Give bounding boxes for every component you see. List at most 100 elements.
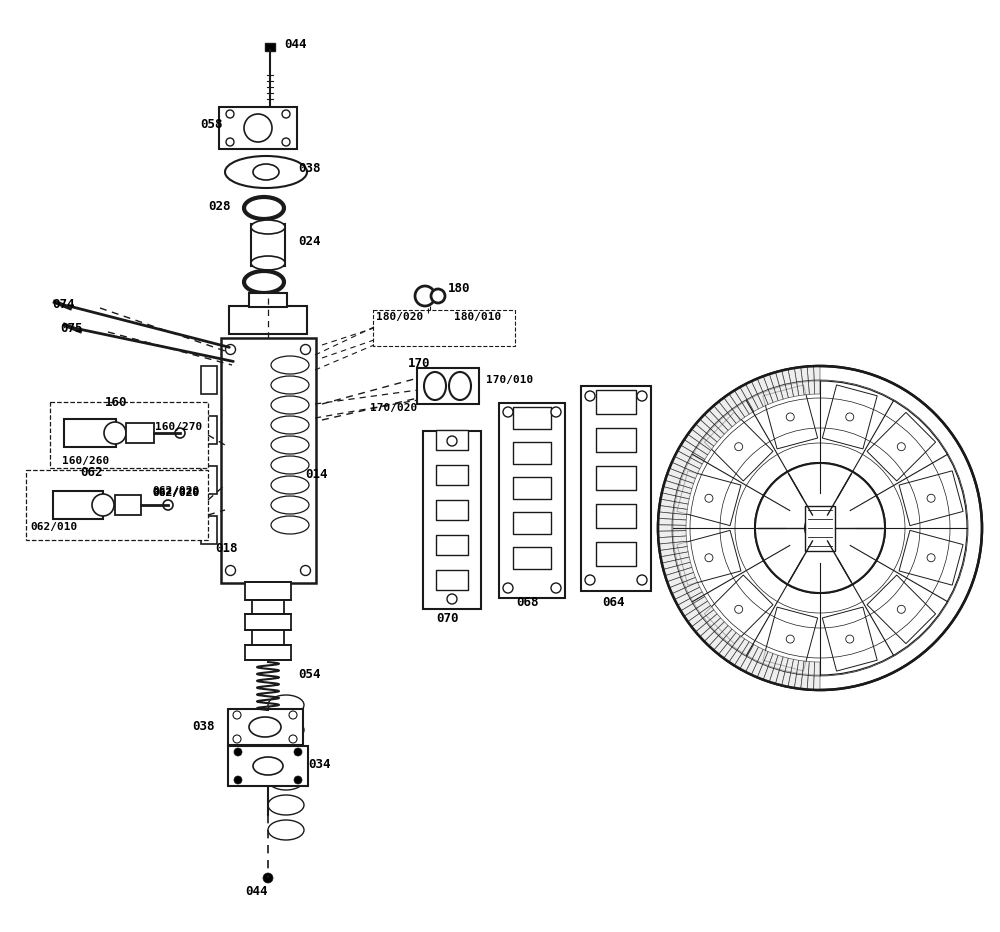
Polygon shape — [658, 530, 686, 538]
Bar — [763, 607, 818, 671]
Bar — [867, 412, 936, 481]
Polygon shape — [675, 587, 702, 605]
Bar — [581, 386, 651, 591]
Bar — [265, 43, 275, 51]
Polygon shape — [751, 650, 768, 678]
Circle shape — [897, 443, 905, 451]
Ellipse shape — [424, 372, 446, 400]
Circle shape — [503, 583, 513, 593]
Circle shape — [785, 493, 855, 563]
Circle shape — [927, 494, 935, 502]
Circle shape — [282, 138, 290, 146]
Circle shape — [282, 110, 290, 118]
Polygon shape — [782, 658, 794, 687]
Bar — [436, 570, 468, 590]
Text: 170: 170 — [408, 357, 430, 370]
Bar — [50, 402, 208, 468]
Circle shape — [300, 566, 310, 575]
Circle shape — [415, 286, 435, 306]
Bar — [200, 416, 216, 444]
Text: 070: 070 — [436, 612, 458, 625]
Ellipse shape — [268, 745, 304, 765]
Polygon shape — [740, 384, 758, 412]
Polygon shape — [675, 451, 702, 469]
Circle shape — [300, 345, 310, 354]
Circle shape — [805, 513, 835, 543]
Text: 160/270: 160/270 — [155, 422, 202, 432]
Ellipse shape — [249, 717, 281, 737]
Polygon shape — [661, 493, 689, 504]
Polygon shape — [692, 424, 717, 446]
Text: 062/020: 062/020 — [152, 486, 199, 496]
Polygon shape — [709, 405, 732, 431]
Circle shape — [233, 735, 241, 743]
Circle shape — [163, 500, 173, 510]
Text: 038: 038 — [298, 162, 320, 175]
Bar — [229, 306, 307, 334]
Text: 018: 018 — [215, 542, 238, 555]
Polygon shape — [667, 468, 695, 484]
Polygon shape — [775, 371, 788, 399]
Bar — [899, 471, 963, 526]
Polygon shape — [667, 572, 695, 588]
Polygon shape — [696, 614, 721, 637]
Ellipse shape — [268, 795, 304, 815]
Polygon shape — [740, 645, 758, 672]
Bar — [596, 542, 636, 566]
Bar — [596, 390, 636, 414]
Polygon shape — [659, 505, 687, 514]
Bar — [249, 293, 287, 307]
Circle shape — [226, 138, 234, 146]
Bar — [200, 516, 216, 544]
Ellipse shape — [244, 271, 284, 293]
Circle shape — [289, 735, 297, 743]
Text: 170/010: 170/010 — [486, 375, 533, 385]
Bar — [373, 310, 515, 346]
Circle shape — [658, 366, 982, 690]
Ellipse shape — [271, 476, 309, 494]
Bar — [436, 535, 468, 555]
Bar — [704, 575, 773, 644]
Polygon shape — [669, 578, 698, 594]
Circle shape — [637, 575, 647, 585]
Bar — [245, 582, 291, 600]
Circle shape — [234, 748, 242, 756]
Circle shape — [735, 605, 743, 613]
Circle shape — [637, 391, 647, 401]
Polygon shape — [782, 369, 794, 398]
Circle shape — [673, 381, 967, 675]
Circle shape — [846, 413, 854, 421]
Bar — [513, 442, 551, 464]
Ellipse shape — [268, 820, 304, 840]
Ellipse shape — [251, 256, 285, 270]
Ellipse shape — [271, 396, 309, 414]
Polygon shape — [769, 372, 783, 401]
Polygon shape — [794, 367, 804, 396]
Text: 160: 160 — [105, 396, 128, 409]
Polygon shape — [660, 500, 688, 510]
Bar — [513, 407, 551, 429]
Polygon shape — [678, 592, 705, 610]
Polygon shape — [663, 480, 692, 494]
Text: 170/020: 170/020 — [370, 403, 417, 413]
Text: 180: 180 — [448, 282, 471, 295]
Polygon shape — [801, 366, 809, 395]
Bar — [596, 504, 636, 528]
Ellipse shape — [271, 436, 309, 454]
Bar — [200, 466, 216, 494]
Ellipse shape — [271, 356, 309, 374]
Polygon shape — [714, 629, 736, 654]
Polygon shape — [724, 636, 745, 662]
Text: 034: 034 — [308, 758, 330, 771]
Text: 028: 028 — [208, 200, 230, 213]
Ellipse shape — [271, 516, 309, 534]
Circle shape — [927, 554, 935, 562]
Polygon shape — [751, 378, 768, 406]
Text: 068: 068 — [516, 596, 538, 609]
Text: 064: 064 — [602, 596, 624, 609]
Ellipse shape — [449, 372, 471, 400]
Polygon shape — [719, 398, 740, 423]
Polygon shape — [692, 610, 717, 632]
Ellipse shape — [253, 164, 279, 180]
Text: 160/260: 160/260 — [62, 456, 109, 466]
